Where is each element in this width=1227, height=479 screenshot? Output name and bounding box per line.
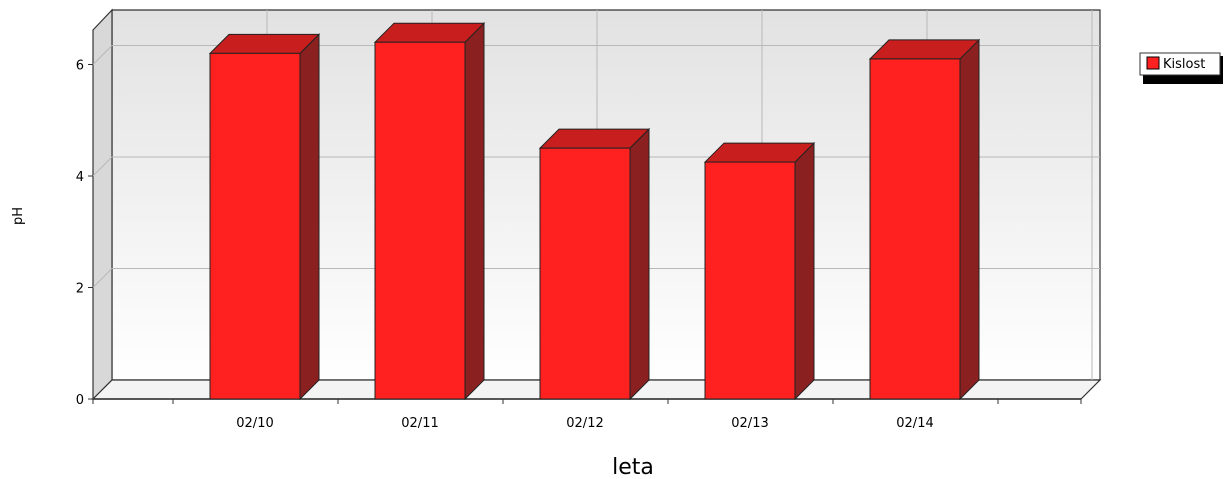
y-tick-label: 6 (76, 59, 84, 74)
y-axis-title: pH (11, 207, 26, 225)
bar-front (374, 41, 466, 400)
bar-side (629, 127, 650, 401)
y-gridline-side (92, 156, 113, 177)
bar-side (794, 141, 815, 401)
bar (538, 127, 651, 401)
bar (868, 38, 981, 401)
x-axis: 02/10 02/11 02/12 02/13 02/14 (92, 398, 1082, 431)
bar-series (208, 21, 981, 401)
bar-side (299, 33, 320, 401)
bar-top (703, 142, 816, 163)
legend: Kislost (1139, 52, 1223, 84)
legend-box (1139, 52, 1221, 76)
x-tick-label: 02/11 (401, 416, 438, 431)
x-tick-label: 02/10 (236, 416, 273, 431)
legend-swatch (1146, 56, 1160, 70)
bar-front (869, 58, 961, 400)
bar-top (373, 22, 486, 43)
bar-front (704, 161, 796, 400)
y-tick-label: 4 (76, 170, 84, 185)
bar-top (538, 128, 651, 149)
bar-front (209, 52, 301, 400)
bar (208, 33, 321, 401)
left-wall (92, 8, 113, 401)
y-tick-label: 2 (76, 282, 84, 297)
bar-top (208, 33, 321, 54)
bar (373, 21, 486, 401)
x-tick-label: 02/13 (731, 416, 768, 431)
y-gridline-side (92, 45, 113, 65)
bar-side (959, 38, 980, 401)
y-axis: 0 2 4 6 (76, 59, 93, 408)
bar-front (539, 147, 631, 400)
x-axis-title: leta (612, 455, 654, 479)
bar-side (464, 21, 485, 401)
x-tick-label: 02/12 (566, 416, 603, 431)
x-tick-label: 02/14 (896, 416, 933, 431)
bar (703, 141, 816, 401)
y-gridline-side (92, 268, 113, 288)
y-tick-label: 0 (76, 393, 84, 408)
bar-top (868, 39, 981, 60)
legend-label: Kislost (1163, 57, 1205, 72)
